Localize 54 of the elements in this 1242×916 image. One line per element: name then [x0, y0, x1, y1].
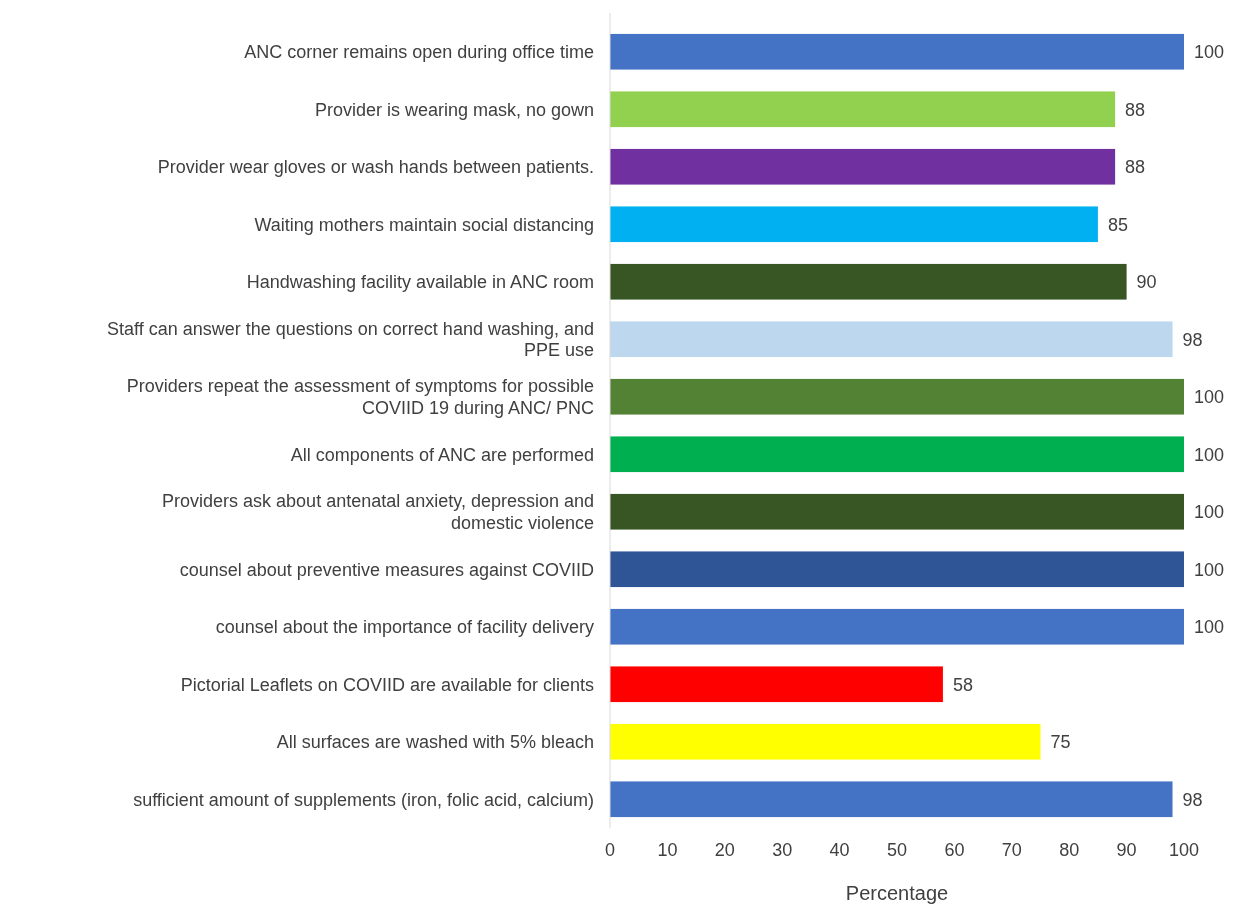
- y-tick-label: counsel about preventive measures against COVIID: [179, 559, 594, 580]
- data-label: 88: [1125, 99, 1146, 120]
- data-label: 90: [1136, 272, 1157, 293]
- y-tick-label: ANC corner remains open during office time: [244, 42, 594, 63]
- bar: [610, 263, 1127, 300]
- y-tick-label: Provider is wearing mask, no gown: [314, 99, 594, 120]
- bar: [610, 148, 1116, 185]
- bar: [610, 321, 1173, 358]
- x-tick-label: 60: [944, 840, 965, 860]
- data-label: 100: [1194, 387, 1225, 408]
- y-tick-label: Pictorial Leaflets on COVIID are available for clients: [180, 674, 594, 695]
- x-tick-label: 20: [714, 840, 735, 860]
- bar: [610, 608, 1184, 645]
- data-label: 58: [952, 674, 973, 695]
- data-label: 98: [1182, 329, 1203, 350]
- data-label: 100: [1194, 42, 1225, 63]
- data-label: 98: [1182, 789, 1203, 810]
- x-axis-title: Percentage: [845, 882, 949, 904]
- data-label: 100: [1194, 617, 1225, 638]
- bar: [610, 493, 1184, 530]
- bar: [610, 551, 1184, 588]
- bar: [610, 378, 1184, 415]
- x-tick-label: 100: [1168, 840, 1200, 860]
- y-tick-label: Providers ask about antenatal anxiety, depression and domestic violence: [162, 491, 594, 533]
- data-label: 100: [1194, 559, 1225, 580]
- bar: [610, 91, 1116, 128]
- y-tick-label: Provider wear gloves or wash hands between patients.: [157, 157, 594, 178]
- bar: [610, 436, 1184, 473]
- bar: [610, 723, 1041, 760]
- bar: [610, 781, 1173, 818]
- y-tick-label: Waiting mothers maintain social distancing: [254, 214, 594, 235]
- x-tick-label: 40: [829, 840, 850, 860]
- x-tick-label: 50: [886, 840, 908, 860]
- bar: [610, 666, 943, 703]
- bar: [610, 33, 1184, 70]
- bar: [610, 206, 1098, 243]
- y-tick-label: All surfaces are washed with 5% bleach: [276, 732, 594, 753]
- y-tick-label: All components of ANC are performed: [290, 444, 594, 465]
- y-tick-label: Providers repeat the assessment of symptoms for possible COVIID 19 during ANC/ PNC: [126, 376, 594, 418]
- x-tick-label: 0: [604, 840, 616, 860]
- data-label: 75: [1050, 732, 1071, 753]
- data-label: 100: [1194, 444, 1225, 465]
- y-tick-label: counsel about the importance of facility delivery: [215, 617, 594, 638]
- data-label: 100: [1194, 502, 1225, 523]
- y-tick-label: Staff can answer the questions on correct hand washing, and PPE use: [107, 318, 594, 361]
- y-tick-label: sufficient amount of supplements (iron, folic acid, calcium): [133, 789, 594, 810]
- x-tick-label: 90: [1116, 840, 1137, 860]
- data-label: 88: [1125, 157, 1146, 178]
- x-tick-label: 80: [1059, 840, 1080, 860]
- y-tick-label: Handwashing facility available in ANC room: [246, 272, 594, 293]
- x-tick-label: 10: [657, 840, 678, 860]
- x-tick-label: 70: [1001, 840, 1022, 860]
- x-tick-label: 30: [772, 840, 793, 860]
- data-label: 85: [1107, 214, 1128, 235]
